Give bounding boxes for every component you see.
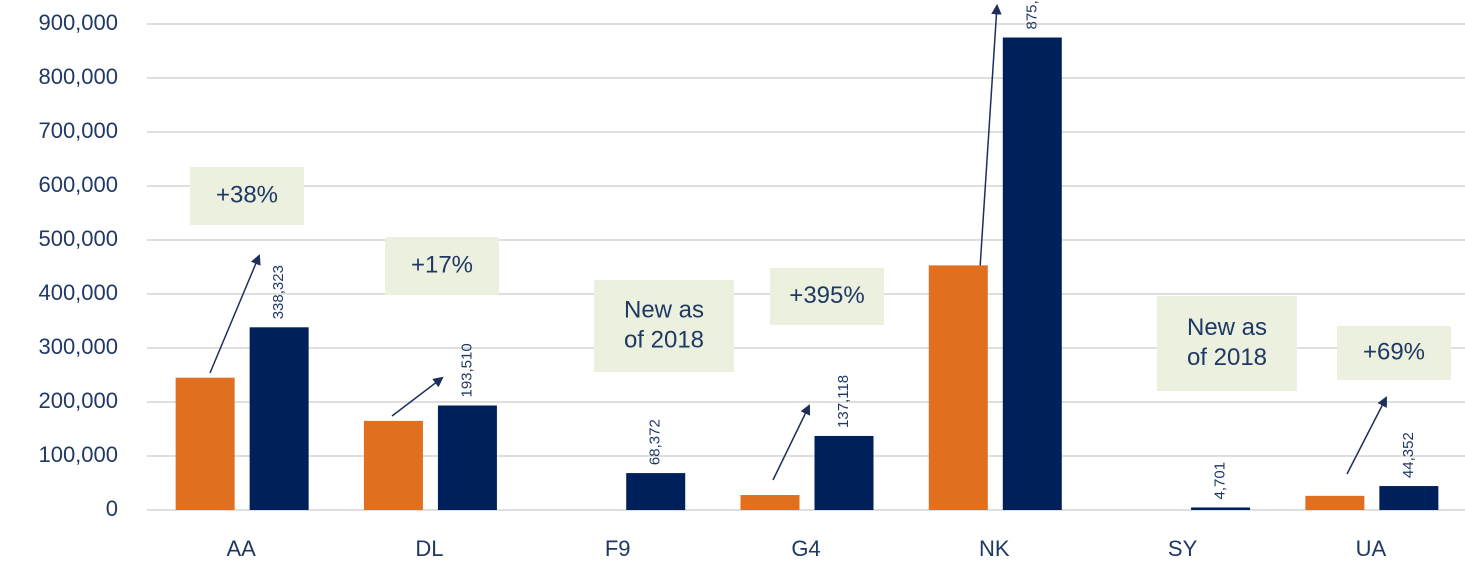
bar (814, 435, 874, 510)
annotation-box (594, 280, 734, 372)
bar (626, 473, 686, 510)
annotation-box (385, 237, 499, 295)
annotation-text: of 2018 (624, 326, 704, 353)
value-label: 4,701 (1212, 462, 1229, 500)
bar (363, 420, 423, 510)
y-tick-label: 0 (106, 496, 118, 521)
annotation: New as of 2018 (594, 280, 734, 372)
x-tick-label: SY (1168, 536, 1198, 561)
bar (437, 405, 497, 510)
x-tick-label: NK (979, 536, 1010, 561)
annotation: +69% (1337, 326, 1451, 380)
annotation-box (190, 167, 304, 225)
annotation-text: +17% (411, 251, 473, 278)
annotation-text: New as (1187, 314, 1267, 341)
annotation: +17% (385, 237, 499, 295)
annotation-box (1157, 296, 1297, 391)
arrow (1346, 396, 1387, 475)
bar (928, 265, 988, 510)
annotation-text: +38% (216, 181, 278, 208)
bar (175, 377, 235, 510)
y-tick-label: 800,000 (38, 64, 118, 89)
y-tick-label: 100,000 (38, 442, 118, 467)
bar (740, 495, 800, 510)
annotation: New as of 2018 (1157, 296, 1297, 391)
x-tick-label: F9 (605, 536, 631, 561)
x-tick-label: UA (1356, 536, 1387, 561)
value-label: 875,000 (1023, 0, 1040, 30)
annotation: +38% (190, 167, 304, 225)
bar (1002, 37, 1062, 510)
y-tick-label: 300,000 (38, 334, 118, 359)
annotation-text: New as (624, 296, 704, 323)
value-label: 193,510 (458, 343, 475, 397)
annotation: +395% (770, 268, 884, 325)
value-label: 44,352 (1400, 432, 1417, 478)
y-tick-label: 700,000 (38, 118, 118, 143)
value-label: 137,118 (835, 375, 852, 428)
y-tick-label: 200,000 (38, 388, 118, 413)
x-tick-label: DL (415, 536, 443, 561)
arrow (209, 254, 261, 374)
x-tick-label: G4 (791, 536, 820, 561)
annotation-text: +395% (789, 282, 864, 309)
value-label: 68,372 (647, 419, 664, 465)
y-tick-label: 500,000 (38, 226, 118, 251)
arrow (391, 376, 444, 417)
bar (1191, 507, 1251, 510)
bar (1305, 495, 1365, 510)
x-tick-label: AA (226, 536, 256, 561)
y-tick-label: 900,000 (38, 10, 118, 35)
bar (1379, 486, 1439, 510)
y-tick-label: 600,000 (38, 172, 118, 197)
bar (249, 327, 309, 510)
value-label: 338,323 (270, 265, 287, 319)
annotation-box (770, 268, 884, 325)
annotation-box (1337, 326, 1451, 380)
annotation-text: +69% (1363, 338, 1425, 365)
y-tick-label: 400,000 (38, 280, 118, 305)
arrow (772, 404, 811, 481)
annotation-text: of 2018 (1187, 344, 1267, 371)
